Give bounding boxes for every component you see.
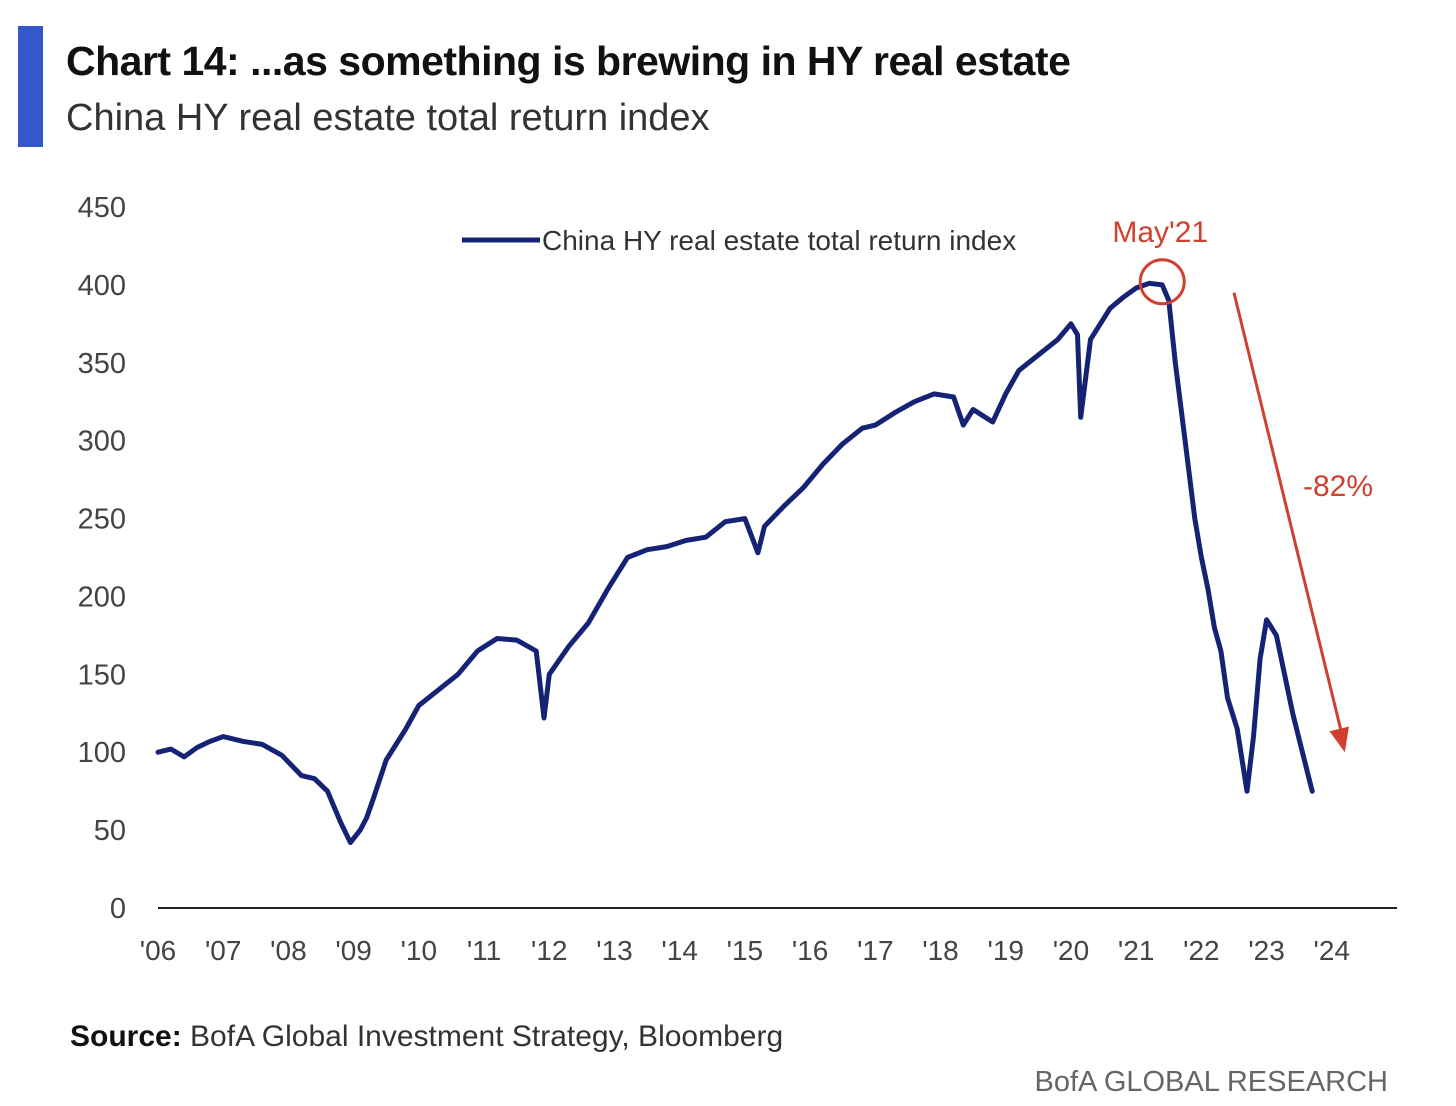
brand-label: BofA GLOBAL RESEARCH	[1034, 1066, 1388, 1098]
x-tick-label: '07	[205, 935, 242, 966]
x-tick-label: '17	[857, 935, 894, 966]
y-tick-label: 350	[78, 348, 126, 380]
y-tick-label: 300	[78, 426, 126, 458]
y-tick-label: 450	[78, 192, 126, 224]
x-tick-label: '22	[1183, 935, 1220, 966]
x-tick-label: '21	[1118, 935, 1155, 966]
chart-subtitle: China HY real estate total return index	[66, 97, 710, 139]
y-tick-label: 200	[78, 581, 126, 613]
title-accent-bar	[18, 26, 43, 147]
x-tick-label: '24	[1314, 935, 1351, 966]
y-tick-label: 400	[78, 270, 126, 302]
x-tick-label: '18	[922, 935, 959, 966]
x-tick-label: '19	[987, 935, 1024, 966]
x-tick-label: '10	[401, 935, 438, 966]
source-text: BofA Global Investment Strategy, Bloombe…	[190, 1020, 784, 1053]
decline-annotation-label: -82%	[1303, 470, 1373, 503]
x-tick-label: '09	[335, 935, 372, 966]
x-tick-label: '23	[1248, 935, 1285, 966]
x-tick-label: '06	[140, 935, 177, 966]
x-tick-label: '14	[661, 935, 698, 966]
peak-circle-annotation	[1138, 258, 1186, 306]
x-tick-label: '08	[270, 935, 307, 966]
y-tick-label: 250	[78, 504, 126, 536]
decline-arrow-head	[1329, 726, 1349, 753]
x-tick-label: '15	[727, 935, 764, 966]
x-tick-label: '13	[596, 935, 633, 966]
source-note: Source: BofA Global Investment Strategy,…	[70, 1020, 783, 1054]
chart-title: Chart 14: ...as something is brewing in …	[66, 38, 1071, 84]
peak-annotation-label: May'21	[1112, 216, 1208, 249]
x-tick-label: '12	[531, 935, 568, 966]
legend-label: China HY real estate total return index	[542, 225, 1016, 256]
x-tick-label: '20	[1053, 935, 1090, 966]
y-tick-label: 50	[94, 815, 126, 847]
x-tick-label: '11	[467, 935, 501, 966]
y-tick-label: 0	[110, 893, 126, 925]
series-line	[155, 280, 1315, 846]
source-label: Source:	[70, 1020, 182, 1053]
decline-arrow-shaft	[1232, 292, 1347, 747]
y-tick-label: 100	[78, 737, 126, 769]
x-tick-label: '16	[792, 935, 829, 966]
y-tick-label: 150	[78, 659, 126, 691]
